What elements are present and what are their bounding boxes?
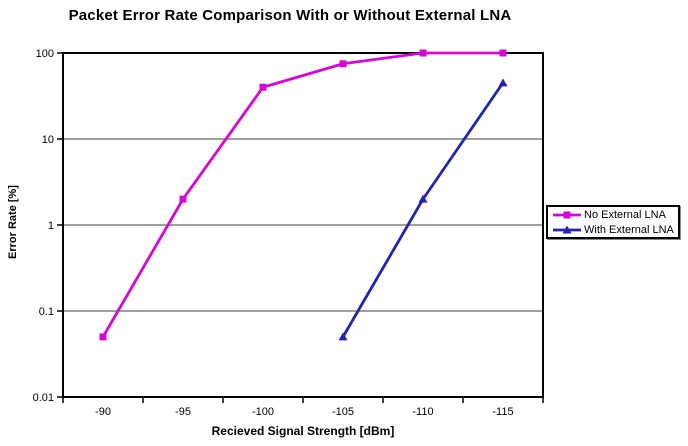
legend-swatch-with-external-lna-icon — [553, 225, 581, 233]
data-point-marker — [498, 78, 508, 87]
x-tick-label: -95 — [175, 406, 191, 418]
data-point-marker — [499, 49, 507, 57]
data-point-marker — [339, 60, 347, 68]
y-tick-label: 100 — [36, 48, 54, 60]
y-tick-label: 0.1 — [39, 306, 54, 318]
data-point-marker — [419, 49, 427, 57]
x-tick-label: -90 — [95, 406, 111, 418]
chart-title: Packet Error Rate Comparison With or Wit… — [68, 7, 512, 24]
y-tick-label: 10 — [42, 134, 54, 146]
series-line-with-external-lna — [341, 81, 505, 339]
y-tick-label: 1 — [48, 220, 54, 232]
legend-swatch-no-external-lna-icon — [553, 211, 581, 218]
data-point-marker — [259, 83, 267, 91]
legend: No External LNA With External LNA — [546, 205, 680, 239]
x-tick-label: -110 — [412, 406, 433, 418]
x-axis-title: Recieved Signal Strength [dBm] — [211, 424, 395, 438]
legend-label: With External LNA — [584, 223, 674, 236]
legend-marker-icon — [562, 225, 572, 233]
data-point-marker — [418, 194, 428, 203]
x-tick-label: -115 — [492, 406, 513, 418]
legend-marker-icon — [563, 211, 571, 218]
x-tick-label: -105 — [332, 406, 354, 418]
data-point-marker — [99, 333, 107, 341]
data-point-marker — [179, 195, 187, 203]
legend-item-with-external-lna: With External LNA — [551, 222, 678, 237]
series-line-no-external-lna — [101, 51, 505, 339]
legend-item-no-external-lna: No External LNA — [551, 207, 678, 222]
y-tick-label: 0.01 — [33, 392, 54, 404]
legend-label: No External LNA — [584, 208, 666, 221]
data-point-marker — [338, 332, 348, 341]
x-tick-label: -100 — [252, 406, 274, 418]
